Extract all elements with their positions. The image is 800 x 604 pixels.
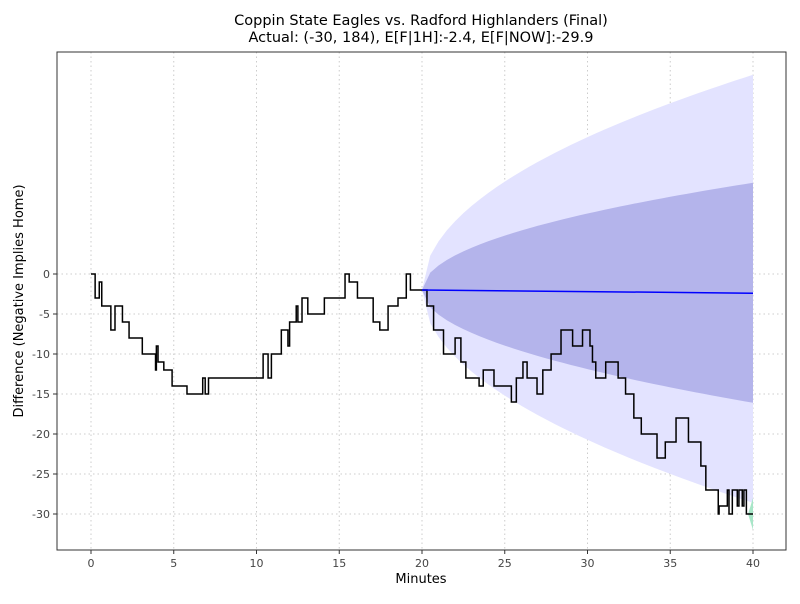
x-tick-label: 30 — [581, 557, 595, 570]
y-axis-label: Difference (Negative Implies Home) — [12, 184, 27, 417]
bands — [422, 74, 753, 530]
x-tick-label: 10 — [250, 557, 264, 570]
y-tick-label: 0 — [43, 268, 50, 281]
inner-projection-band — [422, 182, 753, 403]
ticks: 0 5 10 15 20 25 30 35 40 0 -5 -10 -15 -20 -25 -30 — [32, 268, 760, 570]
y-tick-label: -10 — [32, 348, 50, 361]
x-tick-label: 5 — [170, 557, 177, 570]
y-tick-label: -15 — [32, 388, 50, 401]
x-tick-label: 40 — [746, 557, 760, 570]
chart-subtitle: Actual: (-30, 184), E[F|1H]:-2.4, E[F|NO… — [249, 30, 594, 46]
projected-mean-line — [421, 289, 754, 294]
x-tick-label: 0 — [88, 557, 95, 570]
x-tick-label: 20 — [415, 557, 429, 570]
chart-title: Coppin State Eagles vs. Radford Highland… — [234, 13, 608, 29]
y-tick-label: -5 — [39, 308, 50, 321]
y-tick-label: -30 — [32, 508, 50, 521]
lines — [91, 273, 754, 515]
x-tick-label: 15 — [332, 557, 346, 570]
x-tick-label: 35 — [663, 557, 677, 570]
actual-score-line — [91, 273, 753, 515]
x-tick-label: 25 — [498, 557, 512, 570]
y-tick-label: -25 — [32, 468, 50, 481]
y-tick-label: -20 — [32, 428, 50, 441]
x-axis-label: Minutes — [395, 572, 446, 587]
